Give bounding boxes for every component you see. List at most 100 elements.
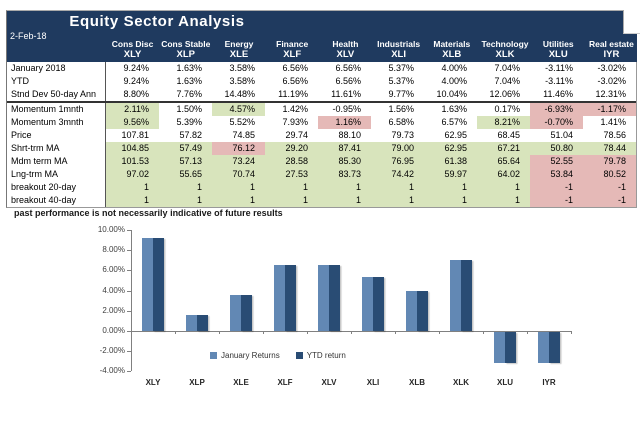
cell-IYR[interactable]: -1 bbox=[583, 194, 636, 207]
cell-XLP[interactable]: 1.63% bbox=[159, 75, 212, 88]
cell-XLI[interactable]: 6.58% bbox=[371, 116, 424, 129]
column-header-XLP[interactable]: Cons Stable XLP bbox=[159, 39, 212, 60]
cell-IYR[interactable]: -1 bbox=[583, 181, 636, 194]
cell-XLV[interactable]: 85.30 bbox=[318, 155, 371, 168]
cell-XLV[interactable]: 1.16% bbox=[318, 116, 371, 129]
cell-XLE[interactable]: 70.74 bbox=[212, 168, 265, 181]
column-header-XLF[interactable]: Finance XLF bbox=[266, 39, 319, 60]
cell-XLU[interactable]: 52.55 bbox=[530, 155, 583, 168]
bar-january-IYR[interactable] bbox=[538, 332, 549, 363]
bar-ytd-IYR[interactable] bbox=[549, 332, 560, 363]
cell-XLV[interactable]: 88.10 bbox=[318, 129, 371, 142]
bar-ytd-XLE[interactable] bbox=[241, 294, 252, 331]
cell-IYR[interactable]: -3.02% bbox=[583, 62, 636, 75]
cell-XLI[interactable]: 1 bbox=[371, 181, 424, 194]
cell-XLE[interactable]: 3.58% bbox=[212, 62, 265, 75]
cell-XLF[interactable]: 27.53 bbox=[265, 168, 318, 181]
cell-XLF[interactable]: 28.58 bbox=[265, 155, 318, 168]
cell-XLK[interactable]: 68.45 bbox=[477, 129, 530, 142]
cell-XLB[interactable]: 4.00% bbox=[424, 75, 477, 88]
cell-XLB[interactable]: 1 bbox=[424, 194, 477, 207]
cell-XLF[interactable]: 1 bbox=[265, 194, 318, 207]
cell-IYR[interactable]: -1.17% bbox=[583, 103, 636, 116]
column-header-XLB[interactable]: Materials XLB bbox=[425, 39, 478, 60]
cell-XLB[interactable]: 1.63% bbox=[424, 103, 477, 116]
cell-XLF[interactable]: 11.19% bbox=[265, 88, 318, 101]
row-label[interactable]: January 2018 bbox=[7, 62, 106, 75]
cell-XLP[interactable]: 55.65 bbox=[159, 168, 212, 181]
cell-XLU[interactable]: -1 bbox=[530, 194, 583, 207]
cell-XLK[interactable]: 7.04% bbox=[477, 62, 530, 75]
row-label[interactable]: Mdm term MA bbox=[7, 155, 106, 168]
cell-XLY[interactable]: 8.80% bbox=[106, 88, 159, 101]
cell-XLP[interactable]: 5.39% bbox=[159, 116, 212, 129]
bar-january-XLB[interactable] bbox=[406, 290, 417, 331]
row-label[interactable]: Price bbox=[7, 129, 106, 142]
cell-XLY[interactable]: 104.85 bbox=[106, 142, 159, 155]
column-header-IYR[interactable]: Real estate IYR bbox=[585, 39, 638, 60]
cell-XLY[interactable]: 2.11% bbox=[106, 103, 159, 116]
cell-XLU[interactable]: 11.46% bbox=[530, 88, 583, 101]
cell-XLY[interactable]: 9.24% bbox=[106, 75, 159, 88]
bar-january-XLK[interactable] bbox=[450, 259, 461, 331]
cell-XLU[interactable]: -1 bbox=[530, 181, 583, 194]
cell-XLB[interactable]: 62.95 bbox=[424, 129, 477, 142]
cell-XLP[interactable]: 1 bbox=[159, 181, 212, 194]
cell-XLY[interactable]: 9.24% bbox=[106, 62, 159, 75]
bar-ytd-XLY[interactable] bbox=[153, 237, 164, 331]
cell-XLP[interactable]: 1.63% bbox=[159, 62, 212, 75]
row-label[interactable]: Lng-trm MA bbox=[7, 168, 106, 181]
cell-XLU[interactable]: -0.70% bbox=[530, 116, 583, 129]
cell-XLE[interactable]: 5.52% bbox=[212, 116, 265, 129]
cell-IYR[interactable]: 78.56 bbox=[583, 129, 636, 142]
cell-XLB[interactable]: 61.38 bbox=[424, 155, 477, 168]
cell-XLI[interactable]: 5.37% bbox=[371, 75, 424, 88]
cell-XLU[interactable]: -6.93% bbox=[530, 103, 583, 116]
cell-XLK[interactable]: 7.04% bbox=[477, 75, 530, 88]
bar-january-XLV[interactable] bbox=[318, 264, 329, 331]
cell-XLK[interactable]: 1 bbox=[477, 181, 530, 194]
cell-XLK[interactable]: 0.17% bbox=[477, 103, 530, 116]
cell-XLF[interactable]: 6.56% bbox=[265, 75, 318, 88]
cell-XLI[interactable]: 79.00 bbox=[371, 142, 424, 155]
row-label[interactable]: Momentum 3mnth bbox=[7, 116, 106, 129]
cell-XLK[interactable]: 64.02 bbox=[477, 168, 530, 181]
cell-IYR[interactable]: 12.31% bbox=[583, 88, 636, 101]
cell-IYR[interactable]: 1.41% bbox=[583, 116, 636, 129]
cell-XLV[interactable]: 11.61% bbox=[318, 88, 371, 101]
column-header-XLK[interactable]: Technology XLK bbox=[478, 39, 531, 60]
cell-XLI[interactable]: 79.73 bbox=[371, 129, 424, 142]
cell-XLY[interactable]: 101.53 bbox=[106, 155, 159, 168]
cell-XLF[interactable]: 29.74 bbox=[265, 129, 318, 142]
column-header-XLE[interactable]: Energy XLE bbox=[212, 39, 265, 60]
cell-XLK[interactable]: 67.21 bbox=[477, 142, 530, 155]
cell-XLE[interactable]: 73.24 bbox=[212, 155, 265, 168]
bar-ytd-XLF[interactable] bbox=[285, 264, 296, 331]
bar-ytd-XLV[interactable] bbox=[329, 264, 340, 331]
bar-january-XLU[interactable] bbox=[494, 332, 505, 364]
row-label[interactable]: breakout 40-day bbox=[7, 194, 106, 207]
row-label[interactable]: Stnd Dev 50-day Ann bbox=[7, 88, 106, 101]
cell-XLP[interactable]: 1.50% bbox=[159, 103, 212, 116]
cell-XLV[interactable]: 1 bbox=[318, 181, 371, 194]
cell-XLF[interactable]: 1.42% bbox=[265, 103, 318, 116]
cell-XLB[interactable]: 62.95 bbox=[424, 142, 477, 155]
cell-XLU[interactable]: 51.04 bbox=[530, 129, 583, 142]
bar-ytd-XLB[interactable] bbox=[417, 290, 428, 331]
cell-XLU[interactable]: -3.11% bbox=[530, 75, 583, 88]
column-header-XLY[interactable]: Cons Disc XLY bbox=[106, 39, 159, 60]
cell-XLY[interactable]: 107.81 bbox=[106, 129, 159, 142]
cell-XLF[interactable]: 29.20 bbox=[265, 142, 318, 155]
cell-XLE[interactable]: 1 bbox=[212, 181, 265, 194]
cell-XLP[interactable]: 1 bbox=[159, 194, 212, 207]
cell-XLB[interactable]: 6.57% bbox=[424, 116, 477, 129]
cell-XLE[interactable]: 76.12 bbox=[212, 142, 265, 155]
cell-XLF[interactable]: 7.93% bbox=[265, 116, 318, 129]
row-label[interactable]: Shrt-trm MA bbox=[7, 142, 106, 155]
cell-XLK[interactable]: 65.64 bbox=[477, 155, 530, 168]
bar-january-XLY[interactable] bbox=[142, 237, 153, 331]
cell-XLV[interactable]: 87.41 bbox=[318, 142, 371, 155]
cell-XLV[interactable]: -0.95% bbox=[318, 103, 371, 116]
cell-XLI[interactable]: 1.56% bbox=[371, 103, 424, 116]
cell-IYR[interactable]: -3.02% bbox=[583, 75, 636, 88]
